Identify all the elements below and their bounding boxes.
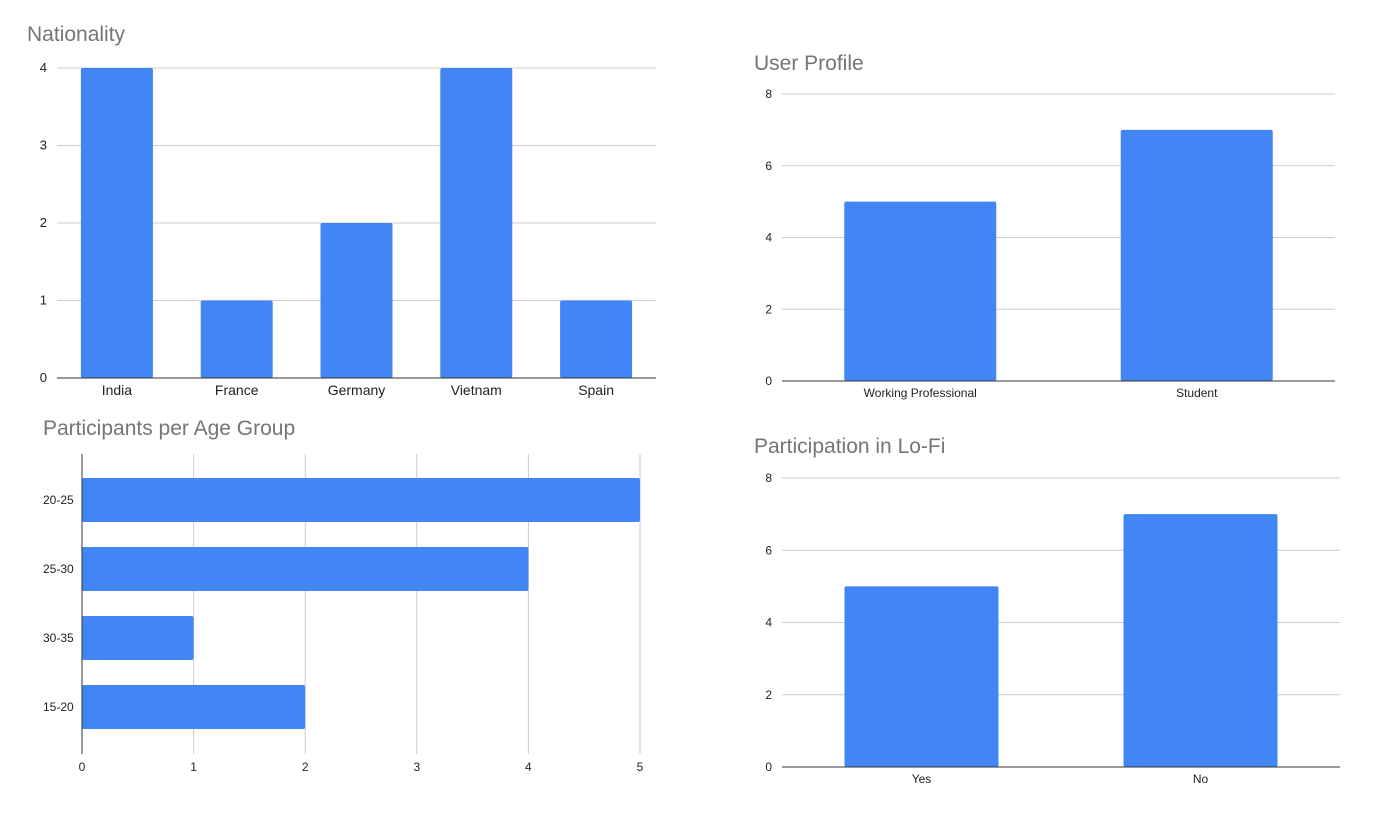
- chart-title: User Profile: [754, 52, 864, 75]
- y-tick-label: 2: [40, 215, 47, 230]
- x-tick-label: 0: [79, 760, 86, 774]
- lofi-chart-panel: Participation in Lo-Fi 0 2 4 6 8 Yes No: [690, 410, 1377, 816]
- user-profile-chart-panel: User Profile 0 2 4 6 8 Working Professional St…: [690, 0, 1377, 410]
- x-category-label: Student: [1176, 386, 1218, 400]
- x-tick-label: 4: [525, 760, 532, 774]
- x-category-label: Vietnam: [451, 382, 502, 398]
- y-tick-label: 8: [765, 87, 772, 101]
- x-category-label: Working Professional: [864, 386, 977, 400]
- y-category-label: 25-30: [43, 562, 74, 576]
- bar: [82, 616, 194, 660]
- x-tick-label: 2: [302, 760, 309, 774]
- bar: [82, 547, 529, 591]
- bar: [440, 68, 513, 378]
- x-category-label: France: [215, 382, 259, 398]
- chart-title: Nationality: [27, 23, 126, 46]
- x-category-label: Yes: [912, 772, 932, 786]
- chart-title: Participation in Lo-Fi: [754, 435, 946, 458]
- y-tick-label: 6: [765, 159, 772, 173]
- y-tick-label: 0: [765, 760, 772, 774]
- user-profile-chart-svg: 0 2 4 6 8 Working Professional Student: [765, 87, 1335, 400]
- y-tick-label: 2: [765, 688, 772, 702]
- lofi-chart-svg: 0 2 4 6 8 Yes No: [765, 471, 1340, 786]
- bar: [82, 478, 640, 522]
- y-category-label: 15-20: [43, 700, 74, 714]
- bar: [320, 223, 393, 378]
- y-category-label: 30-35: [43, 631, 74, 645]
- bar: [82, 685, 306, 729]
- nationality-chart-svg: 0 1 2 3 4 India France Germany Vietnam Spain: [40, 60, 656, 398]
- y-category-label: 20-25: [43, 493, 74, 507]
- x-category-label: No: [1193, 772, 1209, 786]
- y-tick-label: 1: [40, 293, 47, 308]
- bar: [1120, 129, 1273, 381]
- x-tick-label: 5: [637, 760, 644, 774]
- bar: [844, 586, 999, 767]
- bar: [1123, 514, 1278, 767]
- age-group-chart-panel: Participants per Age Group 0 1 2 3 4 5 20-25 25…: [0, 410, 690, 816]
- chart-title: Participants per Age Group: [43, 417, 296, 440]
- x-category-label: Spain: [578, 382, 614, 398]
- nationality-chart-panel: Nationality 0 1 2 3 4 India France Germany Vietn…: [0, 0, 690, 410]
- y-tick-label: 0: [765, 374, 772, 388]
- bar: [80, 68, 153, 378]
- y-tick-label: 2: [765, 302, 772, 316]
- bar: [844, 201, 997, 381]
- bar: [200, 300, 273, 378]
- y-tick-label: 4: [765, 231, 772, 245]
- age-group-chart-svg: 0 1 2 3 4 5 20-25 25-30 30-35 15-20: [43, 454, 644, 774]
- y-tick-label: 6: [765, 543, 772, 557]
- y-tick-label: 8: [765, 471, 772, 485]
- y-tick-label: 3: [40, 138, 47, 153]
- x-category-label: Germany: [328, 382, 386, 398]
- x-tick-label: 1: [190, 760, 197, 774]
- y-tick-label: 0: [40, 370, 47, 385]
- y-tick-label: 4: [765, 616, 772, 630]
- x-category-label: India: [102, 382, 133, 398]
- x-tick-label: 3: [413, 760, 420, 774]
- y-tick-label: 4: [40, 60, 47, 75]
- bar: [560, 300, 633, 378]
